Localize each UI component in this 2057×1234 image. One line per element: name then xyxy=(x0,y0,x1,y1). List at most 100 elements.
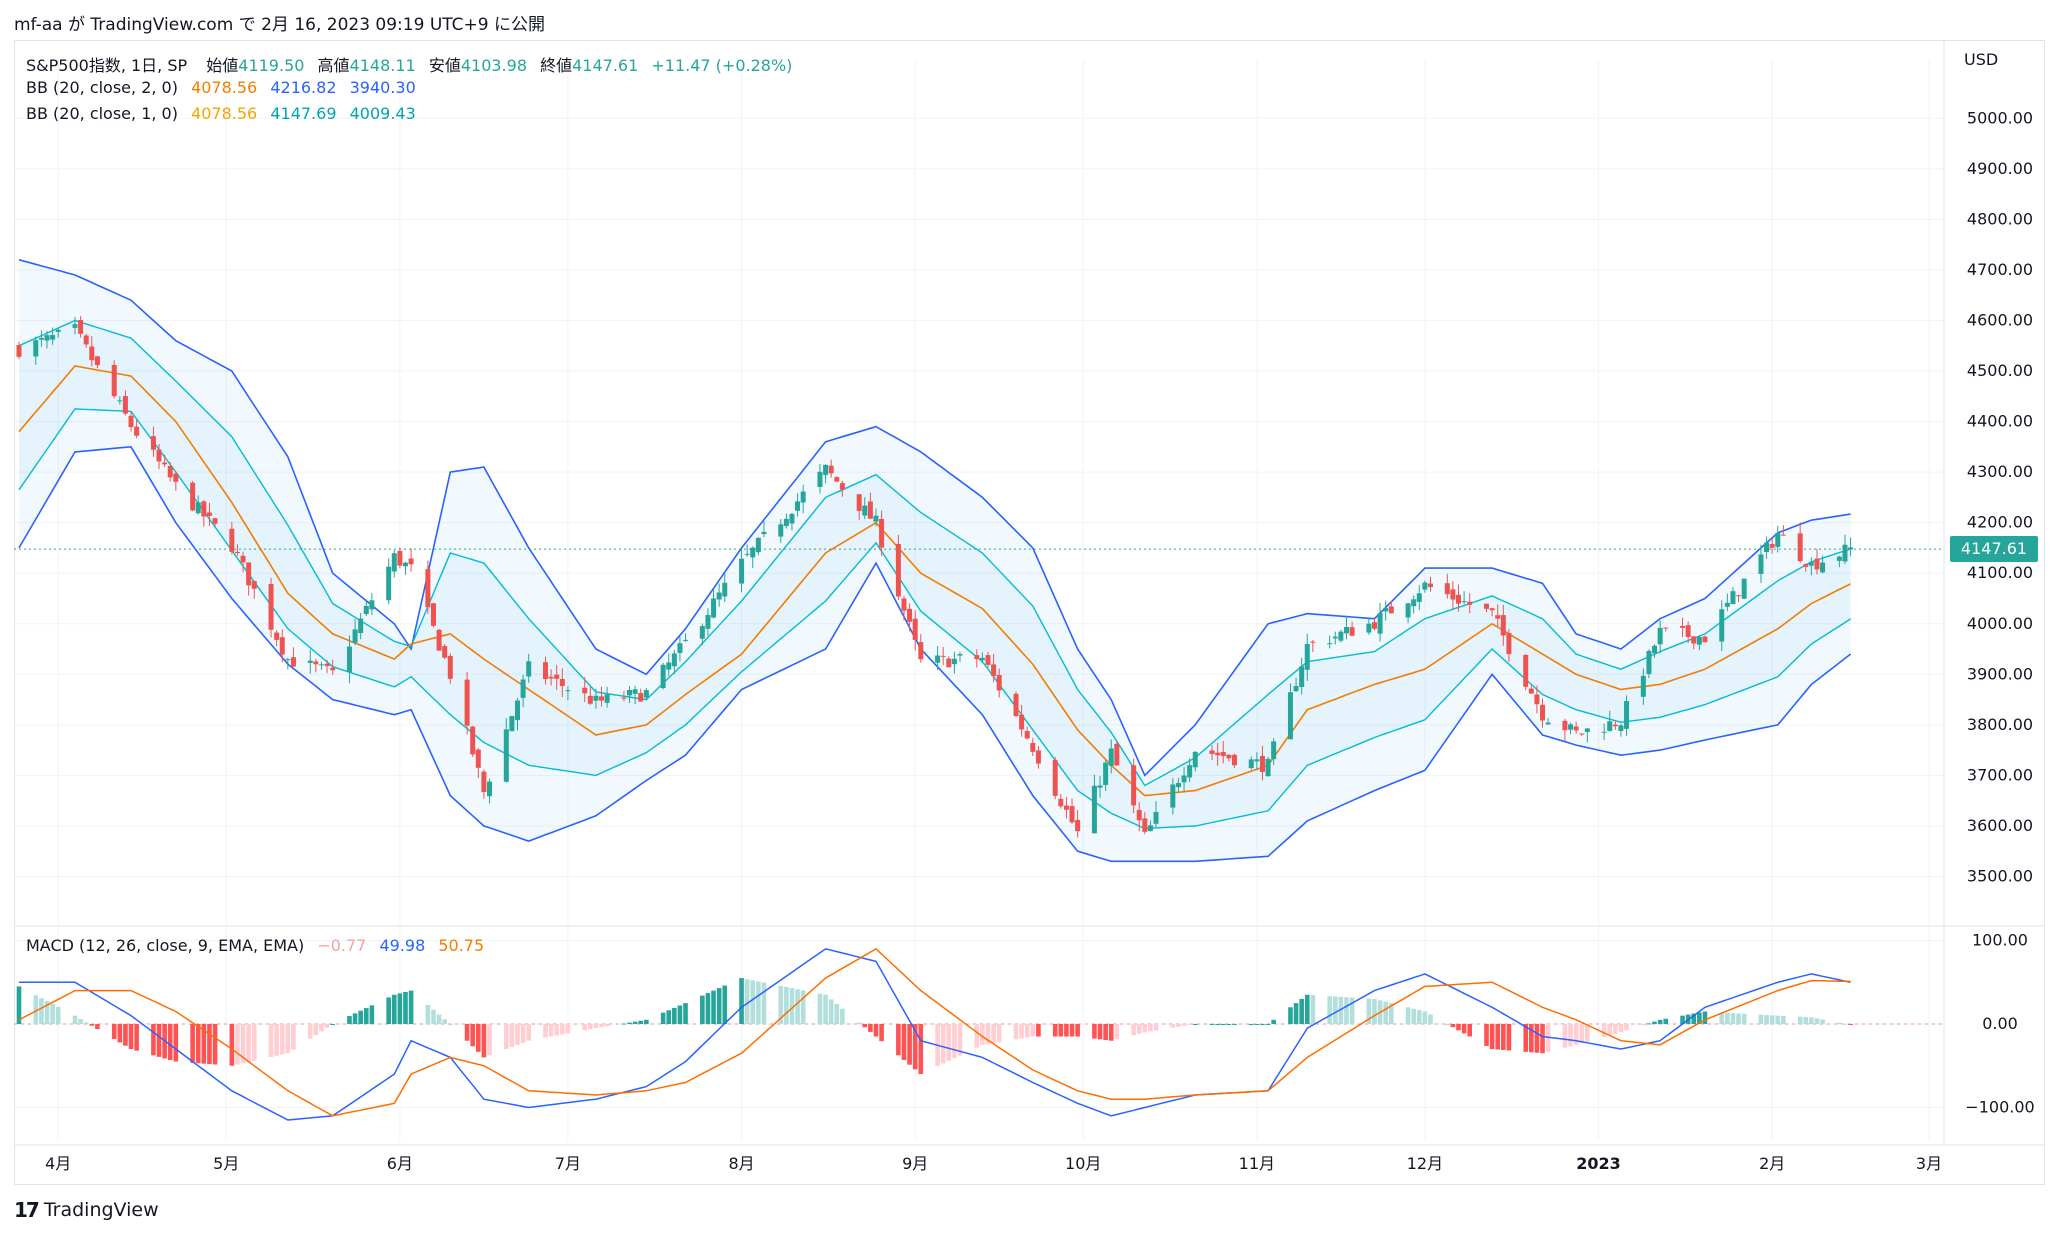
candle-down xyxy=(128,415,134,428)
candle-down xyxy=(599,696,605,701)
candle-down xyxy=(122,396,128,414)
candle-down xyxy=(1058,798,1064,807)
macd-histogram-bar xyxy=(1131,1024,1136,1036)
bb-basis-line xyxy=(18,365,1851,797)
candle-down xyxy=(867,501,873,519)
candle-down xyxy=(425,569,431,608)
time-tick-label: 11月 xyxy=(1239,1154,1275,1173)
candle-up xyxy=(1304,643,1310,670)
macd-histogram-bar xyxy=(515,1024,520,1045)
candle-down xyxy=(1035,750,1041,764)
candle-down xyxy=(587,695,593,704)
bb2-label[interactable]: BB (20, close, 2, 0) xyxy=(26,78,178,97)
bb1-label[interactable]: BB (20, close, 1, 0) xyxy=(26,104,178,123)
macd-histogram-bar xyxy=(1260,1024,1265,1025)
macd-histogram-bar xyxy=(425,1004,431,1024)
macd-histogram-bar xyxy=(324,1024,330,1028)
macd-line xyxy=(19,948,1851,1121)
candle-up xyxy=(1332,636,1338,639)
bb2-upper: 4216.82 xyxy=(270,78,337,97)
macd-histogram-bar xyxy=(1781,1015,1786,1024)
candle-down xyxy=(1063,805,1069,810)
macd-histogram-bar xyxy=(1529,1024,1534,1053)
candle-up xyxy=(1411,599,1417,607)
symbol-label[interactable]: S&P500指数, 1日, SP xyxy=(26,56,188,75)
macd-histogram-bar xyxy=(431,1009,436,1024)
macd-histogram-bar xyxy=(1142,1024,1148,1033)
macd-histogram-bar xyxy=(1697,1012,1702,1024)
macd-histogram-bar xyxy=(1657,1019,1663,1024)
macd-histogram-bar xyxy=(1741,1013,1747,1024)
candle-down xyxy=(1231,754,1237,766)
bb1-upper: 4147.69 xyxy=(270,104,337,123)
price-tick-label: 4100.00 xyxy=(1967,563,2033,582)
macd-histogram-bar xyxy=(240,1024,246,1064)
macd-histogram-bar xyxy=(1534,1024,1540,1053)
macd-histogram-bar xyxy=(789,988,795,1024)
candle-down xyxy=(1528,688,1534,694)
price-tick-label: 3600.00 xyxy=(1967,816,2033,835)
candle-down xyxy=(1136,809,1142,821)
candle-down xyxy=(1019,714,1025,730)
candle-up xyxy=(1170,784,1176,808)
macd-histogram-bar xyxy=(151,1024,156,1056)
macd-histogram-bar xyxy=(722,985,728,1024)
tradingview-logo[interactable]: 17 TradingView xyxy=(14,1198,159,1222)
candle-down xyxy=(1131,765,1137,806)
candle-up xyxy=(1416,593,1422,602)
macd-histogram-bar xyxy=(347,1016,352,1024)
macd-histogram-bar xyxy=(156,1024,162,1057)
macd-histogram-bar xyxy=(313,1024,319,1035)
candle-up xyxy=(1646,650,1652,674)
macd-histogram-bar xyxy=(363,1008,369,1024)
macd-histogram-bar xyxy=(1646,1023,1652,1025)
macd-legend: MACD (12, 26, close, 9, EMA, EMA) −0.77 … xyxy=(26,936,492,955)
macd-histogram-bar xyxy=(1803,1017,1809,1024)
macd-histogram-bar xyxy=(1226,1024,1232,1025)
candle-down xyxy=(1702,636,1708,643)
currency-label[interactable]: USD xyxy=(1964,50,1999,69)
candle-down xyxy=(234,551,240,554)
macd-signal-line xyxy=(18,947,1851,1117)
candle-up xyxy=(979,657,985,661)
author-name[interactable]: mf-aa xyxy=(14,15,63,35)
bb2-basis: 4078.56 xyxy=(191,78,258,97)
macd-histogram-bar xyxy=(873,1024,879,1037)
macd-histogram-bar xyxy=(1775,1015,1781,1024)
candle-down xyxy=(918,642,924,660)
macd-histogram-bar xyxy=(246,1024,251,1062)
candle-up xyxy=(1327,643,1333,645)
macd-hist-value: −0.77 xyxy=(317,936,367,955)
macd-histogram-bar xyxy=(756,981,761,1024)
bb2-lower: 3940.30 xyxy=(349,78,416,97)
macd-histogram-bar xyxy=(1232,1024,1237,1025)
candle-up xyxy=(1271,741,1277,760)
macd-histogram-bar xyxy=(55,1006,61,1024)
candle-down xyxy=(1495,615,1501,619)
macd-histogram-bar xyxy=(1797,1016,1803,1024)
macd-histogram-bar xyxy=(83,1022,89,1024)
price-legend: S&P500指数, 1日, SP 始値4119.50 高値4148.11 安値4… xyxy=(26,52,800,76)
macd-histogram-bar xyxy=(1607,1024,1613,1036)
macd-histogram-bar xyxy=(195,1024,201,1064)
macd-histogram-bar xyxy=(834,1004,840,1024)
candle-up xyxy=(1343,627,1349,634)
candle-up xyxy=(711,598,717,618)
candle-up xyxy=(1175,783,1181,788)
macd-histogram-bar xyxy=(868,1024,873,1032)
macd-label[interactable]: MACD (12, 26, close, 9, EMA, EMA) xyxy=(26,936,305,955)
candle-up xyxy=(1377,613,1383,634)
macd-histogram-bar xyxy=(1601,1024,1607,1038)
macd-histogram-bar xyxy=(560,1024,565,1035)
macd-histogram-bar xyxy=(117,1024,123,1043)
candle-up xyxy=(565,690,571,692)
macd-histogram-bar xyxy=(1523,1024,1529,1052)
macd-histogram-bar xyxy=(907,1024,912,1065)
macd-histogram-bar xyxy=(980,1024,985,1045)
macd-histogram-bar xyxy=(1013,1024,1019,1040)
candle-down xyxy=(1506,632,1512,655)
candle-up xyxy=(1624,701,1630,729)
bb-lower-line xyxy=(18,445,1852,863)
site-name[interactable]: TradingView.com xyxy=(90,15,234,35)
